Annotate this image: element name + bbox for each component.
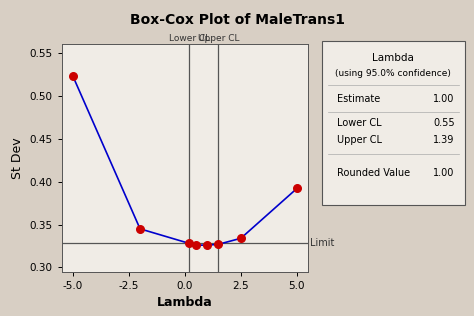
Text: Rounded Value: Rounded Value [337, 167, 410, 178]
Text: 1.39: 1.39 [433, 135, 455, 145]
Point [203, 243, 211, 248]
Point [215, 242, 222, 247]
Text: Estimate: Estimate [337, 94, 380, 104]
Text: (using 95.0% confidence): (using 95.0% confidence) [336, 70, 451, 78]
Text: Lower CL: Lower CL [169, 33, 210, 43]
Text: 1.00: 1.00 [433, 167, 455, 178]
Point [192, 243, 200, 248]
Point [237, 236, 245, 241]
Text: 1.00: 1.00 [433, 94, 455, 104]
Text: Lower CL: Lower CL [337, 118, 381, 128]
Point [293, 186, 301, 191]
Point [69, 74, 77, 79]
Text: Box-Cox Plot of MaleTrans1: Box-Cox Plot of MaleTrans1 [129, 13, 345, 27]
X-axis label: Lambda: Lambda [157, 296, 213, 309]
Text: Limit: Limit [310, 238, 335, 247]
Text: 0.55: 0.55 [433, 118, 455, 128]
Text: Upper CL: Upper CL [198, 33, 239, 43]
Text: Lambda: Lambda [373, 52, 414, 63]
Point [185, 241, 193, 246]
Y-axis label: St Dev: St Dev [11, 137, 24, 179]
Text: Upper CL: Upper CL [337, 135, 382, 145]
Point [136, 226, 144, 231]
